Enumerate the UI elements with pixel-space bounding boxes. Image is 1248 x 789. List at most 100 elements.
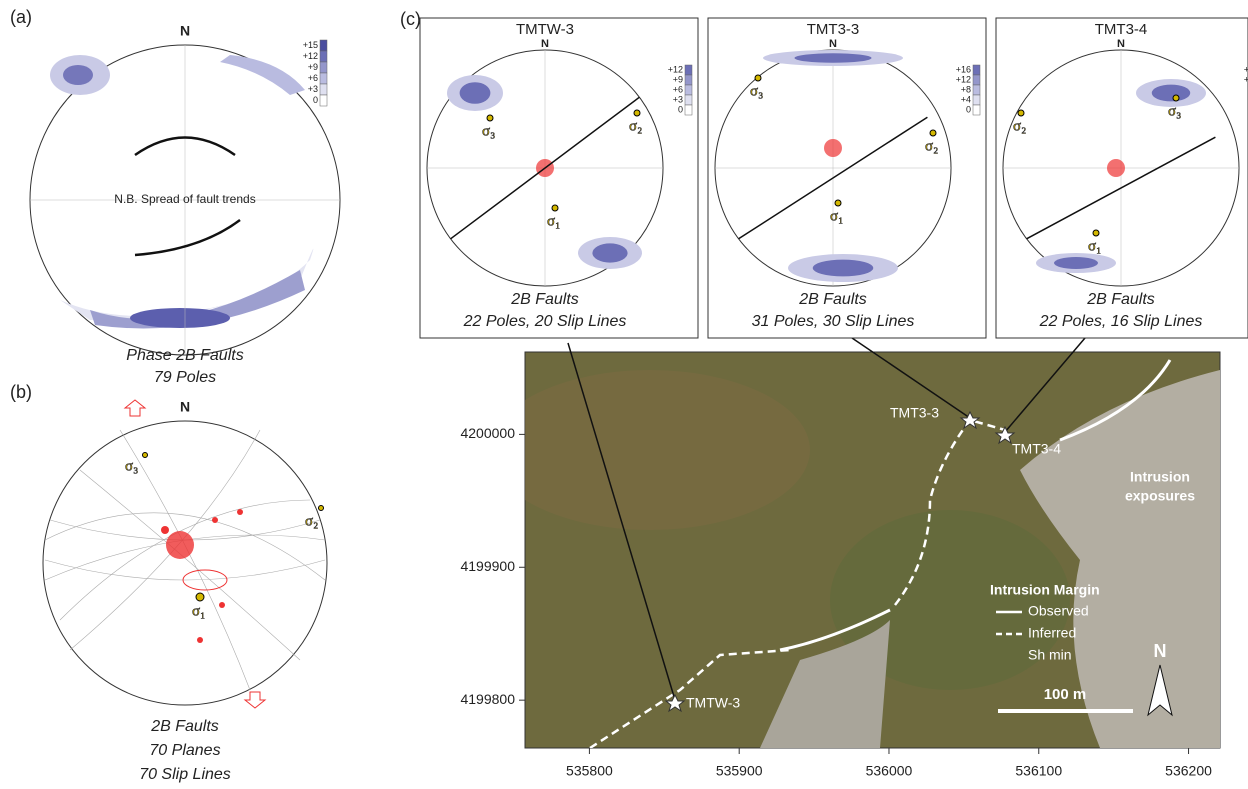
- scale-label: +8: [961, 84, 971, 94]
- scale-swatch: [685, 75, 692, 85]
- scale-swatch: [320, 84, 327, 95]
- stereonet-title: TMT3-3: [807, 21, 860, 38]
- north: N: [829, 38, 837, 50]
- caption: 22 Poles, 16 Slip Lines: [1039, 313, 1203, 330]
- x-tick-label: 535800: [566, 763, 613, 779]
- intrusion-label: Intrusion: [1130, 469, 1190, 485]
- scale-swatch: [973, 85, 980, 95]
- sigma-label: σ₃: [750, 83, 763, 99]
- scale-label: +12: [956, 74, 971, 84]
- sigma-point: [1018, 110, 1024, 116]
- scale-swatch: [320, 40, 327, 51]
- figure: (a) N N.B. Spread of fault trends Phase …: [0, 0, 1248, 784]
- scale-swatch: [973, 65, 980, 75]
- sigma-label: σ₁: [192, 603, 205, 619]
- scale-label: +12: [1244, 74, 1248, 84]
- scale-label: 0: [313, 95, 318, 105]
- scale-swatch: [685, 95, 692, 105]
- density: [1054, 257, 1098, 269]
- sigma-label: σ₂: [629, 118, 642, 134]
- x-tick-label: 536000: [866, 763, 913, 779]
- legend-entry: Observed: [1028, 603, 1089, 619]
- scale-label: +16: [1244, 64, 1248, 74]
- y-tick-label: 4200000: [460, 425, 515, 441]
- caption: 79 Poles: [154, 369, 216, 386]
- caption: Phase 2B Faults: [126, 347, 243, 364]
- intrusion-label: exposures: [1125, 488, 1195, 504]
- scale-swatch: [685, 65, 692, 75]
- caption: 2B Faults: [150, 718, 219, 735]
- sigma-label: σ₂: [1013, 118, 1026, 134]
- sigma-label: σ₂: [305, 513, 318, 529]
- legend-entry: Sh min: [1028, 647, 1072, 663]
- scale-label: +12: [668, 64, 683, 74]
- scale-label: +16: [956, 64, 971, 74]
- sigma-point: [1173, 95, 1179, 101]
- legend-title: Intrusion Margin: [990, 582, 1100, 598]
- sigma-label: σ₃: [1168, 103, 1181, 119]
- panel-label: (a): [10, 7, 32, 27]
- north: N: [1117, 38, 1125, 50]
- scale-swatch: [973, 95, 980, 105]
- scale-label: +6: [673, 84, 683, 94]
- scale-label: +12: [303, 51, 318, 61]
- sigma-label: σ₃: [482, 123, 495, 139]
- scale-swatch: [685, 105, 692, 115]
- sigma-point: [755, 75, 761, 81]
- sigma-point: [634, 110, 640, 116]
- note: N.B. Spread of fault trends: [114, 192, 255, 206]
- north: N: [180, 399, 190, 415]
- panel-label: (c): [400, 9, 421, 29]
- caption: 70 Planes: [149, 742, 220, 759]
- sigma-point: [552, 205, 558, 211]
- sigma-label: σ₃: [125, 458, 138, 474]
- scale-swatch: [320, 95, 327, 106]
- scale-label: +9: [308, 62, 318, 72]
- density: [592, 243, 627, 262]
- north: N: [541, 38, 549, 50]
- sigma-point: [930, 130, 936, 136]
- x-tick-label: 536100: [1015, 763, 1062, 779]
- density: [1152, 85, 1191, 102]
- stereonet-title: TMT3-4: [1095, 21, 1148, 38]
- caption: 2B Faults: [510, 291, 579, 308]
- scale-label: +9: [673, 74, 683, 84]
- x-tick-label: 536200: [1165, 763, 1212, 779]
- caption: 2B Faults: [798, 291, 867, 308]
- stereonet-title: TMTW-3: [516, 21, 574, 38]
- map: [490, 338, 1220, 748]
- scale-swatch: [320, 73, 327, 84]
- site-label: TMT3-3: [890, 405, 939, 421]
- north-arrow: N: [1154, 641, 1167, 661]
- sigma-point: [835, 200, 841, 206]
- north: N: [180, 23, 190, 39]
- sigma-label: σ₁: [830, 208, 843, 224]
- scale-label: 0: [966, 104, 971, 114]
- caption: 22 Poles, 20 Slip Lines: [463, 313, 627, 330]
- scale-label: +3: [308, 84, 318, 94]
- slip-cluster: [1107, 159, 1125, 177]
- scale-swatch: [973, 105, 980, 115]
- caption: 2B Faults: [1086, 291, 1155, 308]
- scale-label: +15: [303, 40, 318, 50]
- site-label: TMTW-3: [686, 695, 740, 711]
- scale-label: +4: [961, 94, 971, 104]
- scale-swatch: [973, 75, 980, 85]
- scale-swatch: [320, 51, 327, 62]
- slip-cluster: [824, 139, 842, 157]
- caption: 70 Slip Lines: [139, 766, 231, 783]
- caption: 31 Poles, 30 Slip Lines: [752, 313, 915, 330]
- sigma-label: σ₁: [547, 213, 560, 229]
- panel-label: (b): [10, 382, 32, 402]
- density: [460, 82, 491, 104]
- y-tick-label: 4199900: [460, 558, 515, 574]
- site-label: TMT3-4: [1012, 441, 1061, 457]
- stereonet-b: [43, 400, 327, 708]
- density: [813, 260, 874, 277]
- scale-label: +3: [673, 94, 683, 104]
- y-tick-label: 4199800: [460, 691, 515, 707]
- sigma-point: [1093, 230, 1099, 236]
